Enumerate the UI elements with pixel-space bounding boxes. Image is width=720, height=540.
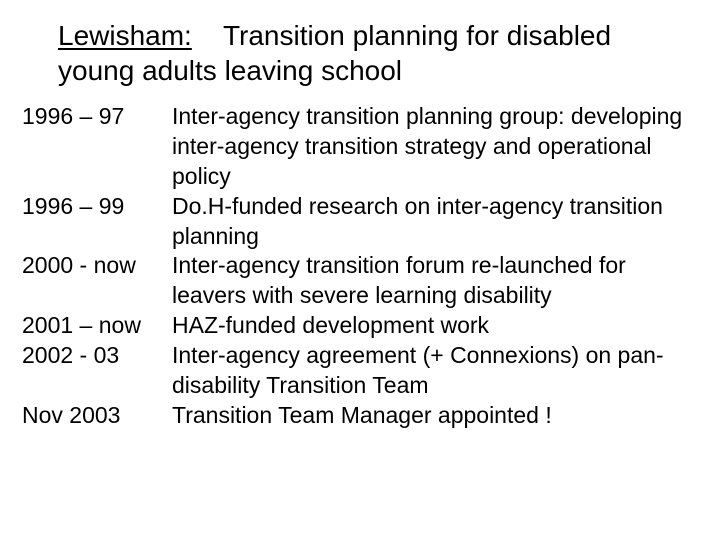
timeline-row: 1996 – 99 Do.H-funded research on inter-… — [22, 192, 692, 252]
timeline-desc: Transition Team Manager appointed ! — [172, 401, 692, 431]
timeline-date: 2002 - 03 — [22, 341, 172, 371]
timeline-row: 1996 – 97 Inter-agency transition planni… — [22, 102, 692, 192]
timeline-date: Nov 2003 — [22, 401, 172, 431]
timeline-desc: Inter-agency transition forum re-launche… — [172, 251, 692, 311]
timeline-row: 2000 - now Inter-agency transition forum… — [22, 251, 692, 311]
title-lead: Lewisham: — [58, 20, 192, 51]
timeline-row: Nov 2003 Transition Team Manager appoint… — [22, 401, 692, 431]
slide-title: Lewisham: Transition planning for disabl… — [58, 18, 692, 88]
timeline-date: 1996 – 97 — [22, 102, 172, 132]
timeline-row: 2001 – now HAZ-funded development work — [22, 311, 692, 341]
timeline-desc: Inter-agency agreement (+ Connexions) on… — [172, 341, 692, 401]
timeline-date: 2000 - now — [22, 251, 172, 281]
timeline-desc: HAZ-funded development work — [172, 311, 692, 341]
timeline-desc: Inter-agency transition planning group: … — [172, 102, 692, 192]
timeline: 1996 – 97 Inter-agency transition planni… — [22, 102, 692, 431]
timeline-date: 1996 – 99 — [22, 192, 172, 222]
timeline-row: 2002 - 03 Inter-agency agreement (+ Conn… — [22, 341, 692, 401]
timeline-desc: Do.H-funded research on inter-agency tra… — [172, 192, 692, 252]
timeline-date: 2001 – now — [22, 311, 172, 341]
